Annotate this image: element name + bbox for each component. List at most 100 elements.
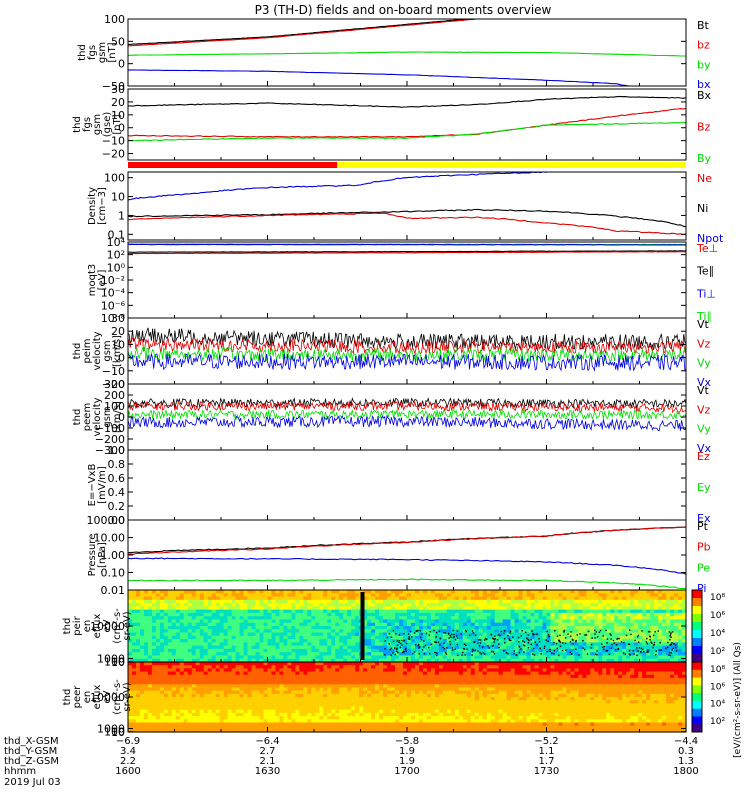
- spectrogram-cell: [171, 681, 177, 685]
- spectrogram-cell: [223, 716, 229, 720]
- spectrogram-cell: [147, 655, 153, 660]
- spectrogram-cell: [367, 639, 372, 643]
- spectrogram-cell: [506, 635, 512, 640]
- spectrogram-cell: [283, 693, 289, 698]
- spectrogram-cell: [231, 722, 237, 727]
- spectrogram-cell: [255, 606, 261, 611]
- spectrogram-gap-dot: [540, 653, 542, 655]
- spectrogram-cell: [554, 622, 560, 627]
- spectrogram-cell: [630, 635, 635, 640]
- spectrogram-cell: [383, 599, 388, 604]
- spectrogram-cell: [191, 662, 197, 666]
- spectrogram-cell: [299, 603, 304, 607]
- spectrogram-cell: [391, 655, 396, 660]
- spectrogram-cell: [163, 677, 169, 682]
- spectrogram-cell: [195, 596, 201, 601]
- spectrogram-gap-dot: [532, 632, 534, 635]
- spectrogram-cell: [602, 639, 607, 643]
- spectrogram-cell: [275, 677, 281, 682]
- spectrogram-cell: [614, 629, 619, 634]
- spectrogram-cell: [251, 690, 257, 695]
- spectrogram-cell: [622, 648, 627, 653]
- spectrogram-cell: [682, 648, 687, 653]
- spectrogram-cell: [247, 596, 253, 601]
- spectrogram-cell: [470, 619, 476, 624]
- spectrogram-cell: [339, 632, 344, 637]
- spectrogram-cell: [215, 609, 221, 614]
- spectrogram-cell: [542, 599, 548, 604]
- spectrogram-cell: [307, 662, 312, 666]
- spectrogram-cell: [187, 725, 193, 730]
- spectrogram-cell: [211, 616, 217, 621]
- spectrogram-cell: [287, 622, 293, 627]
- spectrogram-cell: [263, 596, 269, 601]
- spectrogram-gap-dot: [418, 643, 420, 646]
- spectrogram-cell: [215, 681, 221, 685]
- spectrogram-cell: [534, 645, 540, 650]
- spectrogram-cell: [414, 590, 420, 594]
- spectrogram-cell: [175, 693, 181, 698]
- spectrogram-cell: [255, 684, 261, 689]
- spectrogram-cell: [135, 622, 141, 627]
- spectrogram-cell: [299, 671, 304, 676]
- spectrogram-gap-dot: [437, 641, 440, 643]
- spectrogram-cell: [139, 671, 145, 676]
- spectrogram-cell: [666, 599, 671, 604]
- spectrogram-cell: [279, 609, 285, 614]
- spectrogram-cell: [343, 619, 348, 624]
- spectrogram-cell: [566, 593, 572, 598]
- spectrogram-cell: [446, 626, 452, 630]
- spectrogram-cell: [438, 652, 444, 657]
- spectrogram-cell: [486, 596, 492, 601]
- spectrogram-cell: [462, 596, 468, 601]
- spectrogram-cell: [195, 622, 201, 627]
- spectrogram-cell: [466, 655, 472, 660]
- spectrogram-cell: [546, 652, 552, 657]
- spectrogram-cell: [155, 671, 161, 676]
- spectrogram-cell: [315, 716, 320, 720]
- spectrogram-cell: [171, 719, 177, 724]
- spectrogram-cell: [151, 619, 157, 624]
- spectrogram-cell: [387, 609, 392, 614]
- spectrogram-cell: [327, 690, 332, 695]
- spectrogram-cell: [287, 652, 293, 657]
- spectrogram-cell: [327, 712, 332, 717]
- spectrogram-cell: [211, 612, 217, 617]
- spectrogram-cell: [494, 596, 500, 601]
- spectrogram-cell: [494, 619, 500, 624]
- spectrogram-cell: [442, 652, 448, 657]
- spectrogram-cell: [163, 712, 169, 717]
- spectrogram-cell: [486, 593, 492, 598]
- spectrogram-cell: [602, 658, 607, 663]
- series-pt-line: [127, 526, 687, 554]
- spectrogram-cell: [275, 639, 281, 643]
- spectrogram-cell: [558, 599, 564, 604]
- spectrogram-cell: [179, 712, 185, 717]
- spectrogram-cell: [259, 668, 265, 673]
- legend-vy: Vy: [697, 423, 711, 436]
- spectrogram-cell: [462, 629, 468, 634]
- spectrogram-cell: [383, 606, 388, 611]
- spectrogram-cell: [642, 658, 647, 663]
- spectrogram-cell: [247, 655, 253, 660]
- spectrogram-cell: [662, 606, 667, 611]
- spectrogram-cell: [434, 616, 440, 621]
- spectrogram-cell: [355, 599, 360, 604]
- spectrogram-cell: [295, 690, 300, 695]
- spectrogram-gap-dot: [398, 640, 401, 642]
- spectrogram-cell: [506, 632, 512, 637]
- spectrogram-gap-dot: [472, 632, 475, 634]
- spectrogram-cell: [550, 593, 556, 598]
- spectrogram-cell: [634, 652, 639, 657]
- spectrogram-cell: [311, 722, 316, 727]
- spectrogram-cell: [462, 645, 468, 650]
- spectrogram-cell: [367, 652, 372, 657]
- spectrogram-cell: [407, 593, 412, 598]
- spectrogram-cell: [235, 645, 241, 650]
- spectrogram-cell: [375, 652, 380, 657]
- spectrogram-cell: [343, 612, 348, 617]
- spectrogram-cell: [283, 716, 289, 720]
- spectrogram-cell: [195, 590, 201, 594]
